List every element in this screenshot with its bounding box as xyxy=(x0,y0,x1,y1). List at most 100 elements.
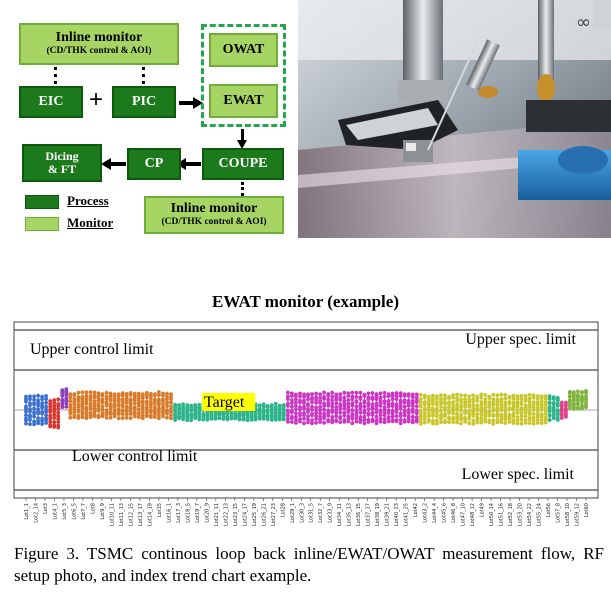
photo-dial-mark: ∞ xyxy=(576,12,591,33)
x-tick-label: Lot26_21 xyxy=(261,503,267,526)
data-point xyxy=(547,418,552,422)
data-point xyxy=(503,393,508,397)
eic-label: EIC xyxy=(38,93,64,109)
arrow-ewat-to-coupe xyxy=(237,129,247,149)
target-label-bg xyxy=(202,393,256,411)
ewat-trend-chart: Upper spec. limit Upper control limit Targ… xyxy=(13,321,599,526)
x-tick-label: Lot20_9 xyxy=(204,503,210,523)
x-tick-label: Lot33_9 xyxy=(328,503,334,523)
cp-label: CP xyxy=(144,155,164,171)
data-point xyxy=(527,393,532,397)
limit-labels: Upper spec. limit Upper control limit Targ… xyxy=(30,331,577,483)
x-tick-label: Lot43_2 xyxy=(423,503,429,523)
data-point xyxy=(576,389,580,394)
upper-control-limit-label: Upper control limit xyxy=(30,341,154,358)
x-tick-label: Lot49 xyxy=(480,503,486,517)
data-point xyxy=(531,421,536,426)
data-point xyxy=(64,387,69,391)
data-point xyxy=(24,421,28,426)
data-point xyxy=(346,391,351,396)
rf-setup-photo: ∞ xyxy=(298,0,611,238)
data-point xyxy=(354,390,359,395)
data-point xyxy=(197,417,202,422)
data-point xyxy=(463,393,467,398)
owat-label: OWAT xyxy=(222,41,265,57)
x-tick-label: Lot56 xyxy=(546,503,552,517)
owat-box: OWAT xyxy=(209,33,278,67)
x-tick-label: Lot50_14 xyxy=(489,503,495,526)
data-point xyxy=(269,418,274,422)
data-point xyxy=(374,421,379,426)
data-point xyxy=(310,421,314,426)
arrow-coupe-to-cp xyxy=(176,158,201,170)
data-point xyxy=(378,391,383,396)
x-tick-label: Lot32_7 xyxy=(318,503,324,523)
ewat-label: EWAT xyxy=(223,92,264,108)
x-tick-label: Lot7_7 xyxy=(81,503,87,520)
data-point xyxy=(108,415,113,420)
data-point xyxy=(431,421,435,426)
x-tick-label: Lot31_5 xyxy=(309,503,315,523)
x-tick-label: Lot58_10 xyxy=(565,503,571,526)
x-tick-label: Lot1_1 xyxy=(24,503,30,520)
data-point xyxy=(366,391,371,396)
x-tick-label: Lot24_17 xyxy=(242,503,248,526)
data-point xyxy=(76,390,81,395)
data-point xyxy=(128,416,133,420)
x-tick-label: Lot59_12 xyxy=(575,503,581,526)
x-tick-label: Lot28 xyxy=(280,503,286,517)
data-point xyxy=(104,416,109,420)
dicing-label-2: & FT xyxy=(47,162,77,176)
dicing-box: Dicing & FT xyxy=(22,144,102,182)
data-point xyxy=(479,392,484,397)
data-point xyxy=(56,397,61,402)
x-tick-label: Lot34_11 xyxy=(337,503,343,526)
x-tick-label: Lot19_7 xyxy=(195,503,201,523)
x-tick-label: Lot6_5 xyxy=(72,503,78,520)
plus-sign: + xyxy=(89,86,104,113)
x-tick-label: Lot54_22 xyxy=(527,503,533,526)
data-point xyxy=(455,392,459,397)
dicing-label-1: Dicing xyxy=(45,149,79,164)
x-axis-ticks: Lot1_1 Lot2_14 Lot3 Lot4_1 Lot5_3 Lot6_5 Lot7_… xyxy=(24,498,590,526)
data-point xyxy=(483,393,488,397)
data-point xyxy=(44,394,48,398)
inline-monitor-bottom-subtitle: (CD/THK control & AOI) xyxy=(161,217,267,228)
arrow-cp-to-dicing xyxy=(101,158,126,170)
x-tick-label: Lot14_19 xyxy=(147,503,153,526)
figure-caption: Figure 3. TSMC continous loop back inlin… xyxy=(14,544,604,585)
data-point xyxy=(523,421,528,425)
data-point xyxy=(80,415,85,420)
x-tick-label: Lot40_23 xyxy=(394,503,400,526)
pic-box: PIC xyxy=(112,86,176,118)
inline-monitor-top-subtitle: (CD/THK control & AOI) xyxy=(46,46,152,57)
data-point xyxy=(32,394,36,399)
x-tick-label: Lot51_16 xyxy=(499,503,505,526)
target-label: Target xyxy=(204,394,245,411)
lower-control-limit-label: Lower control limit xyxy=(72,448,198,465)
data-point xyxy=(418,392,423,397)
data-point xyxy=(145,391,149,395)
data-point xyxy=(261,402,266,406)
ewat-box: EWAT xyxy=(209,84,278,118)
x-tick-label: Lot13_17 xyxy=(138,503,144,526)
data-point xyxy=(322,390,326,395)
legend-monitor-label: Monitor xyxy=(67,215,114,230)
x-tick-label: Lot41_25 xyxy=(404,503,410,526)
data-point xyxy=(362,421,367,426)
data-point xyxy=(64,405,69,409)
data-point xyxy=(459,393,463,398)
data-point xyxy=(80,390,85,395)
data-point xyxy=(398,391,403,396)
data-point xyxy=(559,400,564,405)
data-point xyxy=(298,391,302,396)
data-point xyxy=(519,421,524,426)
data-point xyxy=(40,422,44,426)
cp-box: CP xyxy=(127,148,181,180)
data-point xyxy=(358,390,363,395)
coupe-label: COUPE xyxy=(218,155,268,171)
data-point xyxy=(491,422,496,426)
x-tick-label: Lot60 xyxy=(584,503,590,517)
x-tick-label: Lot36_15 xyxy=(356,503,362,526)
data-point xyxy=(28,394,32,399)
